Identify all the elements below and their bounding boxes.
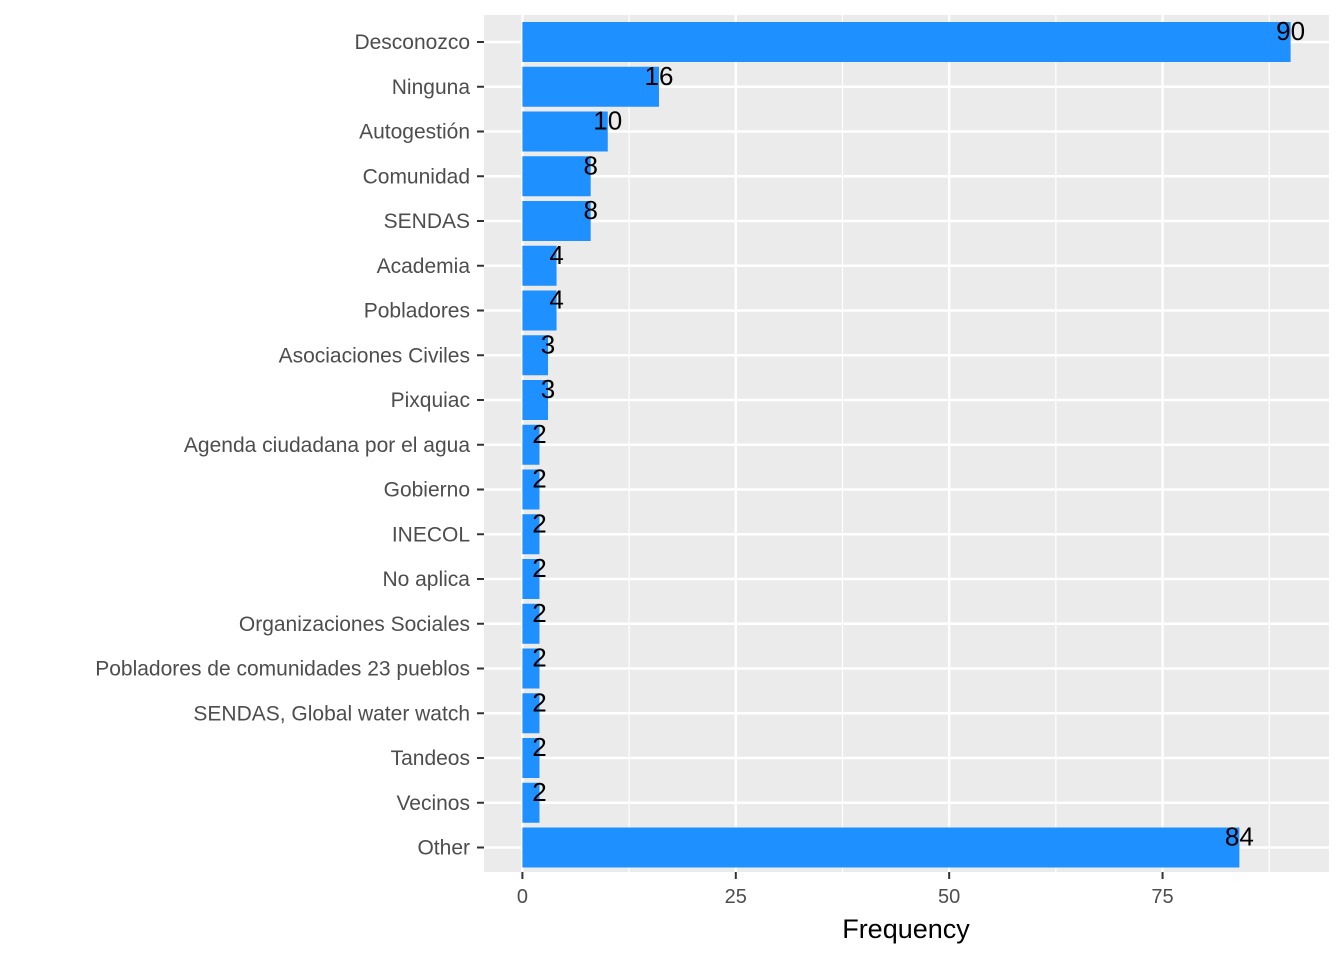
data-label: 2	[532, 508, 546, 538]
major-gridlines	[484, 15, 1329, 872]
bar	[522, 469, 540, 510]
x-tick-label: 50	[938, 886, 960, 908]
minor-gridlines	[628, 15, 1270, 872]
data-label: 84	[1225, 822, 1254, 852]
bar	[522, 559, 540, 599]
category-label: Asociaciones Civiles	[279, 344, 470, 367]
bar	[522, 782, 540, 823]
bar	[522, 648, 540, 689]
data-label: 2	[532, 464, 546, 494]
category-label: Academia	[377, 255, 471, 278]
bar	[522, 514, 540, 555]
data-label: 3	[541, 329, 555, 359]
bar	[522, 201, 591, 241]
data-label: 2	[532, 687, 546, 717]
bar	[522, 22, 1291, 62]
bar	[522, 603, 540, 644]
bar	[522, 693, 540, 734]
data-label: 2	[532, 598, 546, 628]
data-label: 4	[549, 285, 563, 315]
data-label: 90	[1276, 16, 1305, 46]
bar	[522, 335, 549, 376]
bar	[522, 156, 591, 197]
category-label: Pobladores	[364, 300, 470, 323]
category-label: Tandeos	[391, 747, 470, 770]
category-label: Desconozco	[354, 31, 470, 54]
data-label: 4	[549, 240, 563, 270]
category-label: SENDAS, Global water watch	[193, 702, 470, 725]
x-axis-title: Frequency	[842, 914, 970, 944]
x-tick-label: 75	[1151, 886, 1173, 908]
bars	[522, 22, 1291, 868]
category-label: Organizaciones Sociales	[239, 613, 470, 636]
bar	[522, 111, 608, 152]
data-label: 2	[532, 732, 546, 762]
y-axis: Desconozco Ninguna Autogestión Comunidad SEN…	[95, 31, 484, 860]
data-label: 10	[593, 106, 622, 136]
data-label: 2	[532, 643, 546, 673]
bar	[522, 424, 540, 465]
data-label: 2	[532, 419, 546, 449]
category-label: Pixquiac	[391, 389, 470, 412]
bar	[522, 66, 659, 107]
data-label: 16	[645, 61, 674, 91]
category-label: Vecinos	[396, 792, 470, 815]
x-tick-label: 25	[725, 886, 747, 908]
data-label: 3	[541, 374, 555, 404]
bar	[522, 380, 549, 420]
category-label: INECOL	[392, 523, 470, 546]
data-label: 2	[532, 553, 546, 583]
category-label: No aplica	[382, 568, 470, 591]
category-label: Autogestión	[359, 121, 470, 144]
bar	[522, 827, 1240, 868]
data-label: 8	[583, 195, 597, 225]
category-label: Other	[417, 837, 470, 860]
x-tick-label: 0	[517, 886, 528, 908]
category-label: Comunidad	[363, 165, 470, 188]
category-label: Ninguna	[392, 76, 471, 99]
x-axis: 0 25 50 75	[517, 872, 1174, 908]
category-label: SENDAS	[384, 210, 470, 233]
category-label: Pobladores de comunidades 23 pueblos	[95, 658, 470, 681]
bar	[522, 245, 557, 286]
data-label: 8	[583, 150, 597, 180]
plot-panel	[484, 15, 1329, 872]
bar	[522, 290, 557, 331]
data-label: 2	[532, 777, 546, 807]
category-label: Gobierno	[384, 479, 470, 502]
bar	[522, 738, 540, 778]
category-label: Agenda ciudadana por el agua	[184, 434, 470, 457]
